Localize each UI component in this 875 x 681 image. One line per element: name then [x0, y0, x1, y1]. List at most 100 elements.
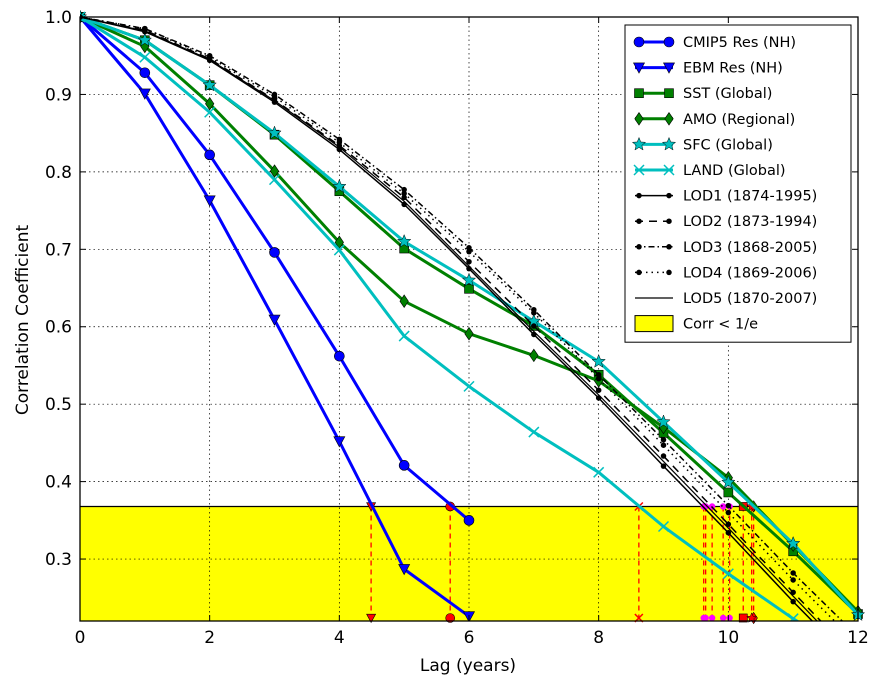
series-point: [464, 283, 474, 294]
series-point: [268, 314, 281, 326]
series-point: [336, 139, 343, 146]
y-tick-label: 0.5: [45, 395, 72, 415]
legend-label: LOD5 (1870-2007): [683, 291, 817, 307]
legend-entry: SST (Global): [634, 86, 772, 102]
y-tick-label: 0.6: [45, 318, 72, 338]
legend-marker: [662, 62, 676, 74]
series-point: [721, 474, 736, 489]
crossing-marker-bottom: [738, 613, 748, 623]
series-point: [595, 372, 602, 378]
series-point: [332, 178, 347, 193]
series-point: [80, 11, 86, 23]
series-point: [139, 67, 151, 79]
y-tick-label: 0.8: [45, 163, 72, 183]
crossing-marker-magenta-bottom: [702, 614, 709, 622]
legend-marker: [664, 88, 674, 98]
legend-marker: [633, 164, 645, 176]
series-point: [267, 125, 282, 140]
legend-marker: [636, 269, 642, 276]
legend-label: Corr < 1/e: [683, 317, 758, 333]
series-point: [528, 426, 540, 438]
ticks-layer: 0 2 4 6 8 10 12 0.3 0.4 0.5 0.6 0.7 0.8 0.9 1.0: [45, 8, 869, 648]
series-point: [401, 186, 407, 193]
x-tick-label: 0: [75, 628, 86, 648]
series-point: [790, 589, 796, 596]
legend-label: LOD3 (1868-2005): [683, 240, 817, 256]
legend-label: AMO (Regional): [683, 112, 795, 128]
series-point: [787, 613, 799, 621]
series-line: [80, 16, 818, 621]
series-point: [660, 453, 667, 459]
legend-entry: LOD5 (1870-2007): [635, 291, 817, 307]
series-point: [142, 25, 148, 32]
series-10: [80, 16, 818, 621]
series-point: [271, 94, 278, 100]
legend-entry: EBM Res (NH): [632, 61, 783, 77]
legend-entry: LOD2 (1873-1994): [635, 214, 817, 230]
legend-entry: CMIP5 Res (NH): [633, 35, 796, 51]
y-tick-label: 0.7: [45, 240, 72, 260]
series-point: [725, 502, 732, 509]
legend-label: SST (Global): [683, 86, 772, 102]
legend-label: EBM Res (NH): [683, 61, 783, 77]
x-tick-label: 12: [847, 628, 869, 648]
legend-entry: LOD4 (1869-2006): [635, 265, 817, 281]
legend-entry: Corr < 1/e: [634, 315, 758, 333]
series-point: [204, 106, 216, 118]
series-point: [202, 77, 217, 92]
legend-marker: [666, 269, 672, 276]
legend-entry: LAND (Global): [633, 163, 786, 179]
legend-label: LOD2 (1873-1994): [683, 214, 817, 230]
series-point: [466, 258, 472, 265]
series-4: [80, 9, 866, 621]
series-point: [203, 195, 216, 207]
legend-label: CMIP5 Res (NH): [683, 35, 796, 51]
legend-marker: [666, 192, 672, 199]
legend-box: [624, 24, 852, 343]
series-point: [205, 96, 215, 111]
legend-entry: SFC (Global): [631, 136, 773, 153]
series-point: [785, 535, 801, 550]
legend-marker: [664, 112, 674, 126]
legend-label: SFC (Global): [683, 137, 773, 153]
series-point: [591, 354, 606, 368]
series-point: [139, 51, 151, 63]
legend-entry: LOD1 (1874-1995): [635, 189, 817, 205]
series-point: [531, 323, 537, 329]
series-point: [790, 577, 796, 583]
legend-marker: [634, 88, 644, 98]
series-point: [463, 515, 475, 526]
series-point: [398, 460, 410, 471]
series-point: [725, 521, 732, 527]
series-point: [269, 247, 280, 258]
series-point: [137, 32, 153, 47]
legend-marker: [631, 136, 647, 151]
series-point: [656, 414, 671, 429]
legend-label: LOD4 (1869-2006): [683, 265, 817, 281]
crossing-marker-magenta-bottom: [719, 614, 727, 622]
y-axis-title: Correlation Coefficient: [13, 225, 33, 416]
series-point: [334, 350, 345, 362]
series-point: [463, 380, 475, 392]
legend-marker: [666, 244, 672, 250]
series-point: [593, 466, 605, 478]
legend-marker: [634, 112, 644, 126]
legend-marker: [636, 244, 642, 250]
legend-label: LAND (Global): [683, 163, 786, 179]
series-point: [790, 570, 796, 576]
series-point: [466, 248, 472, 255]
series-point: [466, 245, 472, 251]
y-tick-label: 0.9: [45, 85, 72, 105]
series-point: [531, 310, 537, 316]
series-point: [401, 194, 407, 201]
series-point: [138, 88, 151, 100]
legend-marker: [666, 218, 672, 224]
series-point: [725, 529, 732, 536]
series-point: [722, 568, 734, 580]
legend-marker: [636, 192, 642, 199]
series-point: [461, 272, 477, 287]
series-5: [80, 11, 800, 621]
crossing-marker-magenta-bottom: [726, 614, 733, 622]
series-point: [723, 487, 734, 498]
crossing-marker-magenta-top: [719, 503, 727, 510]
